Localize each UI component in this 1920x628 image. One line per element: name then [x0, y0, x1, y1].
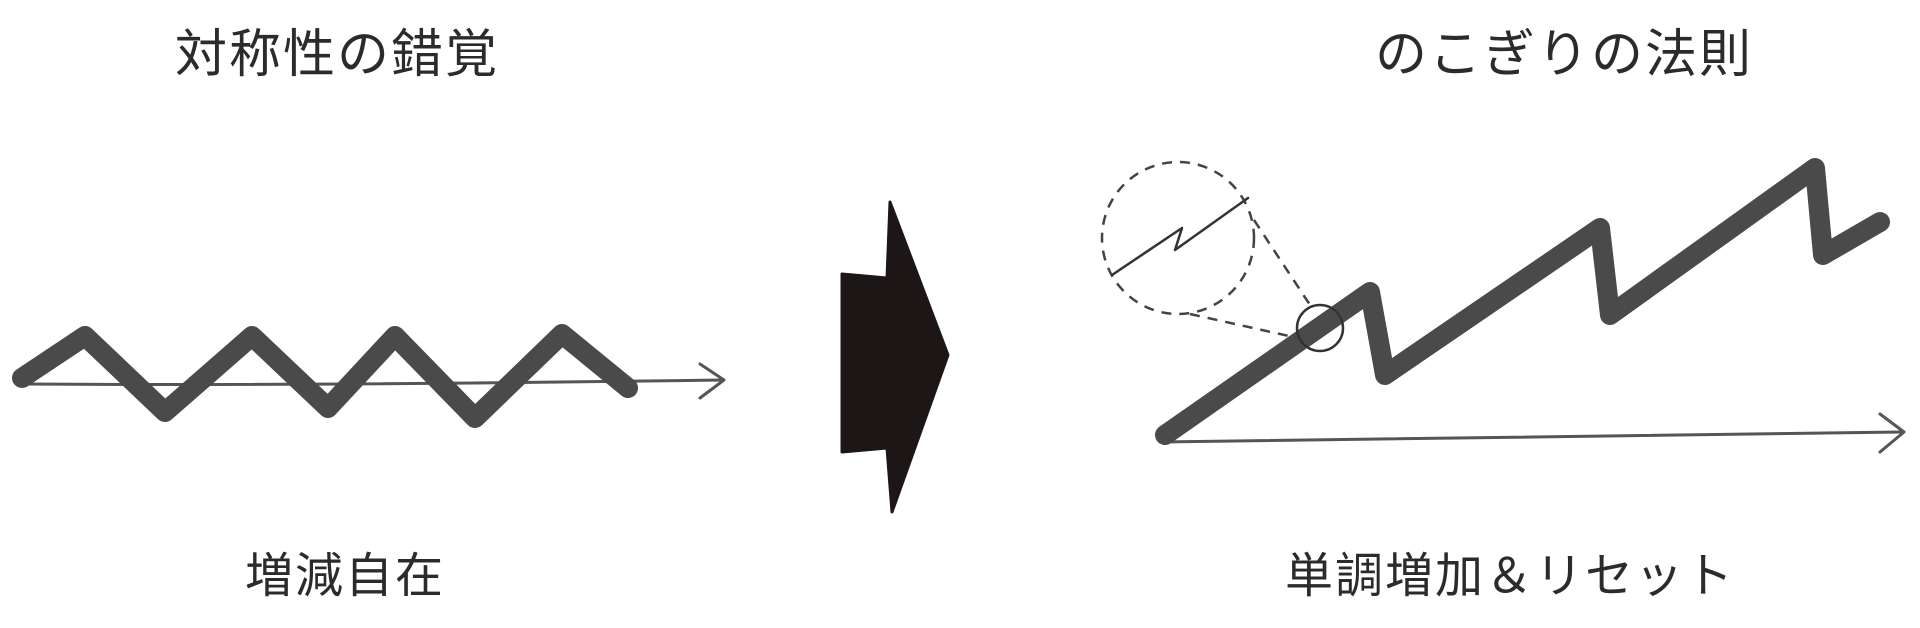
- magnifier-callout: [1100, 160, 1345, 353]
- left-caption: 増減自在: [245, 548, 445, 604]
- left-title: 対称性の錯覚: [175, 25, 499, 85]
- left-panel: 対称性の錯覚 増減自在: [12, 25, 726, 604]
- right-axis-arrowhead: [1878, 412, 1906, 454]
- transition-arrow-icon: [840, 200, 950, 514]
- right-sawtooth-line: [1155, 158, 1890, 445]
- magnifier-zoomed-glitch: [1110, 196, 1250, 277]
- right-axis-arrow: [1158, 412, 1906, 454]
- magnifier-small-circle: [1295, 303, 1345, 353]
- right-axis-line: [1158, 430, 1904, 444]
- right-title: のこぎりの法則: [1375, 25, 1753, 85]
- magnifier-big-circle: [1100, 160, 1256, 316]
- magnifier-connector-bottom: [1189, 312, 1299, 340]
- right-panel: のこぎりの法則 単調増加＆リセット: [1100, 25, 1906, 604]
- magnifier-connector-top: [1252, 219, 1314, 309]
- left-axis-arrowhead: [698, 362, 726, 400]
- right-caption: 単調増加＆リセット: [1285, 548, 1735, 604]
- left-zigzag-line: [12, 324, 638, 428]
